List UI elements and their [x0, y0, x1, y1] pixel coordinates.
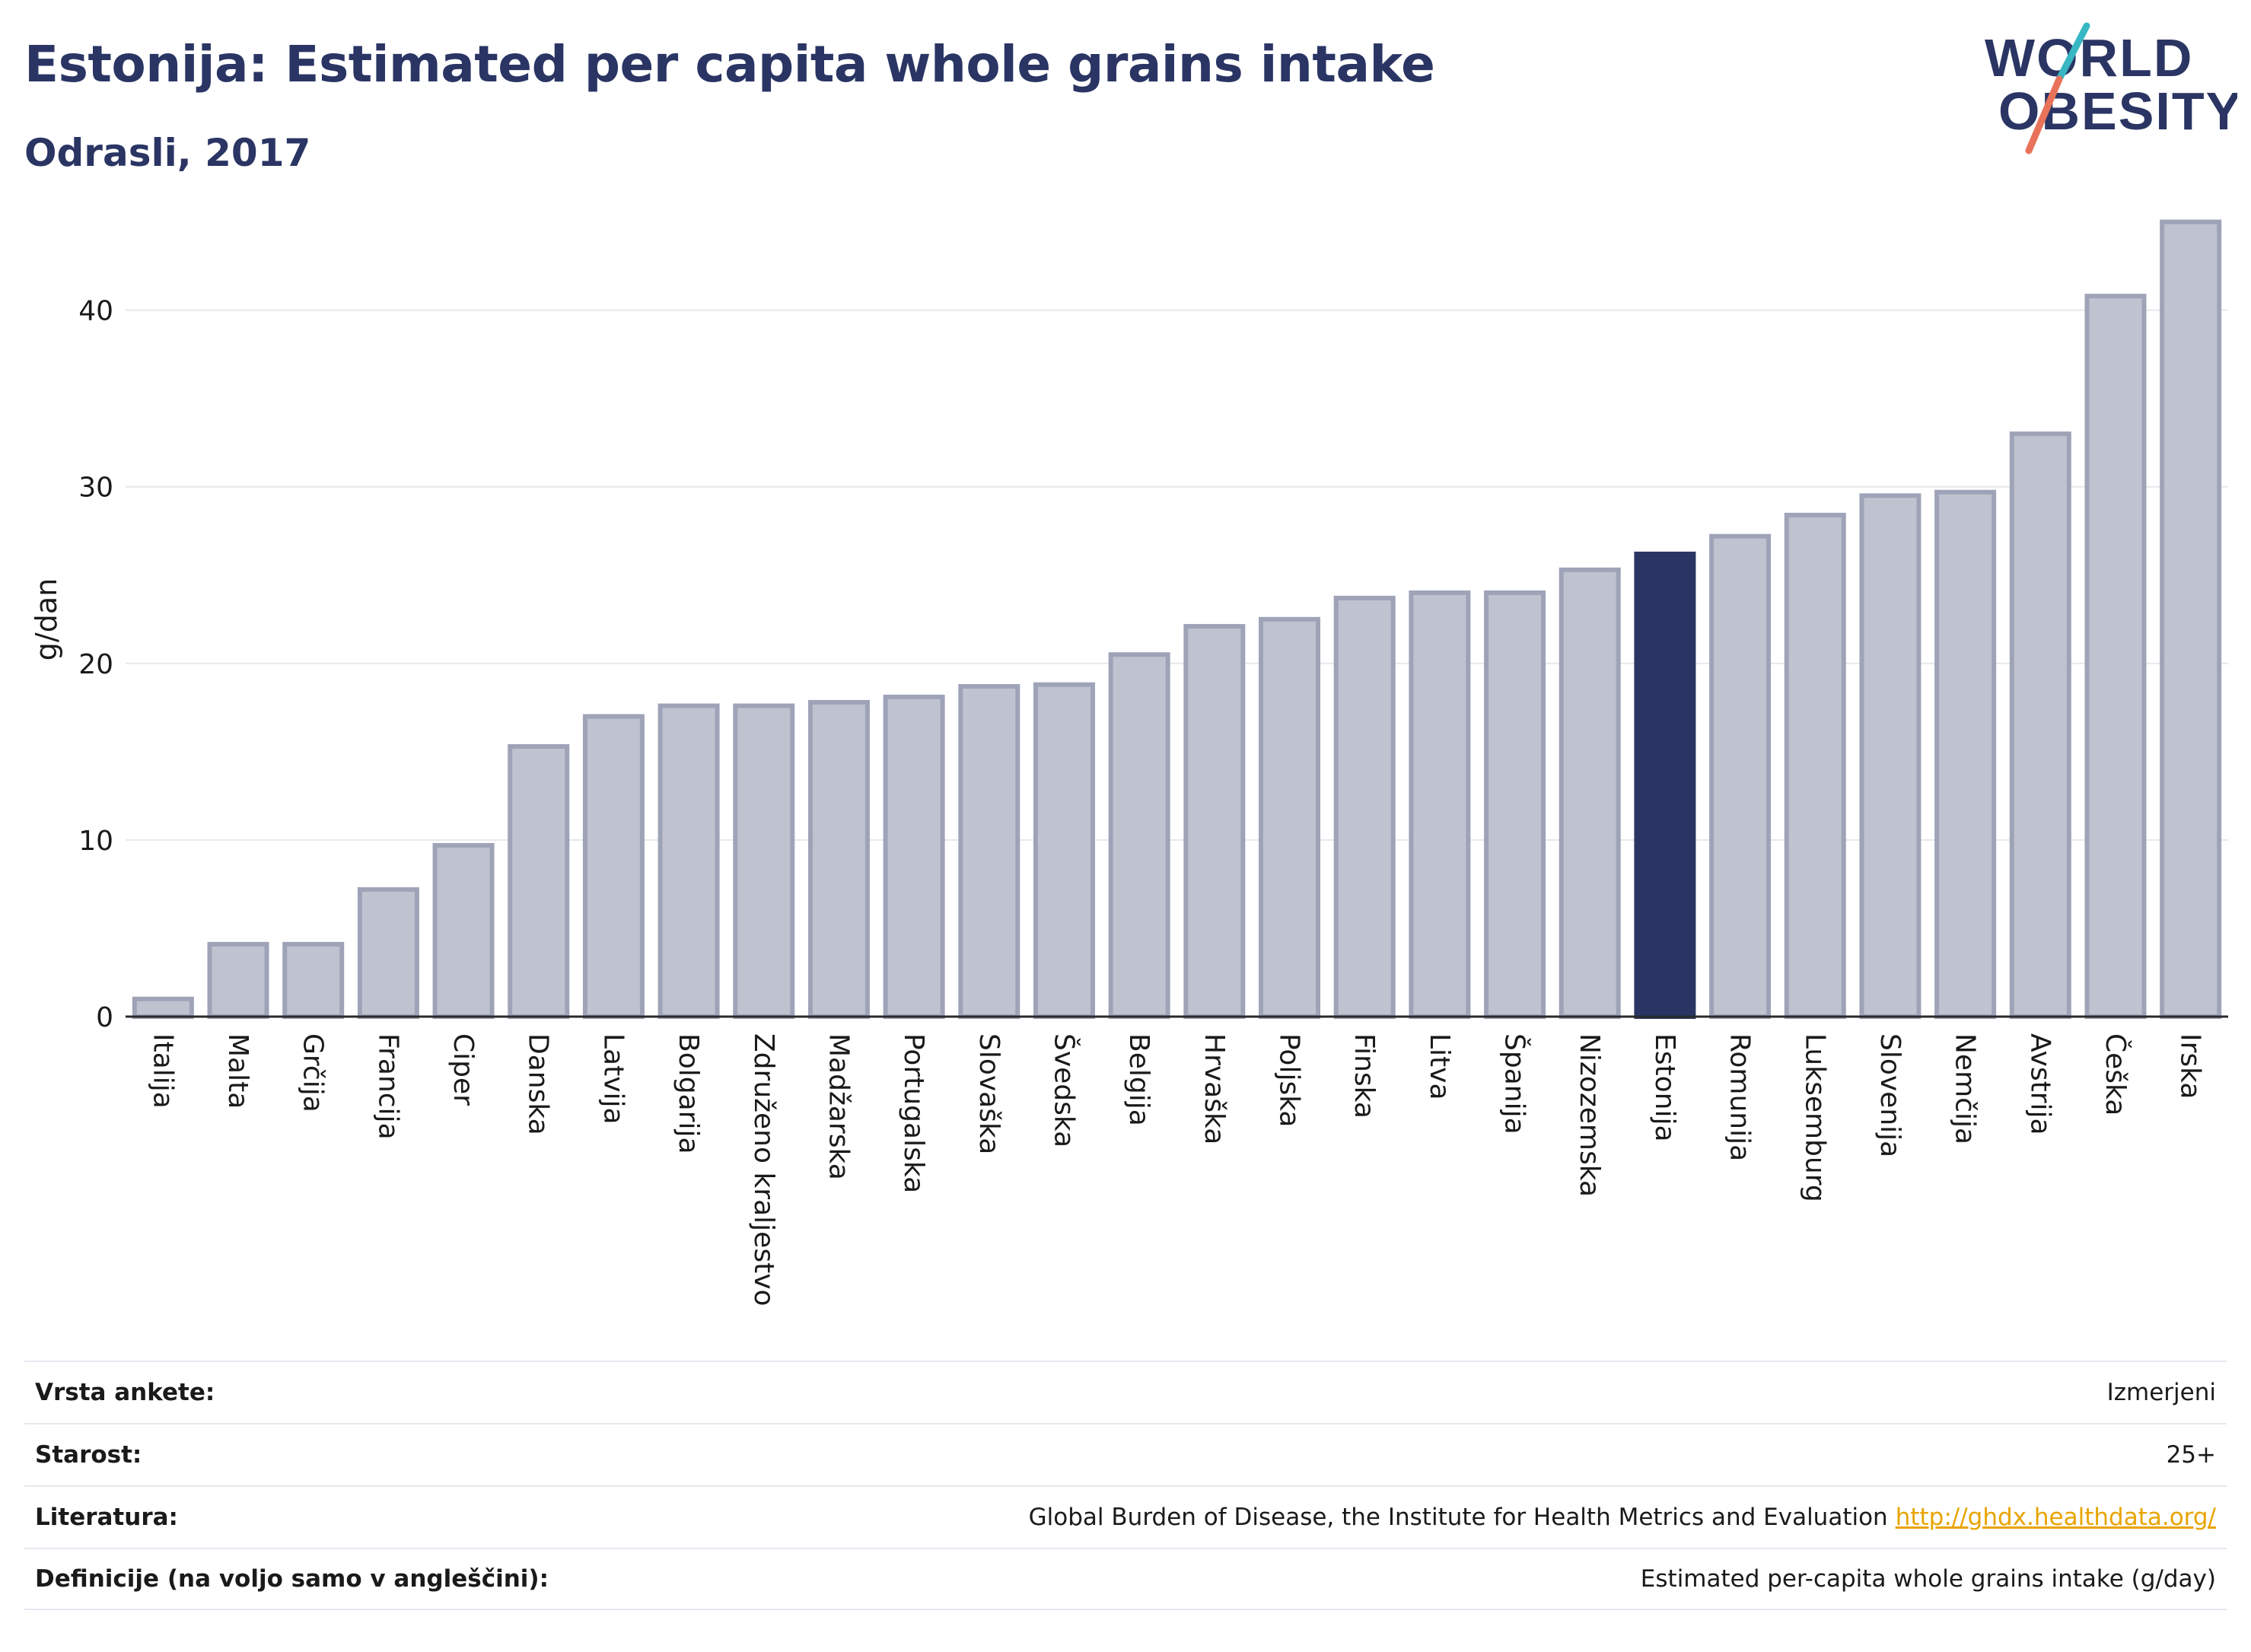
bar — [1259, 616, 1321, 1019]
x-tick-label: Španija — [1499, 1033, 1531, 1135]
meta-label: Starost: — [35, 1441, 142, 1469]
y-axis-label: g/dan — [30, 578, 63, 660]
bar — [508, 743, 570, 1020]
chart-title: Estonija: Estimated per capita whole gra… — [24, 35, 1435, 94]
x-tick-label: Avstrija — [2024, 1033, 2055, 1135]
bar — [2009, 431, 2071, 1019]
metadata-table: Vrsta ankete: Izmerjeni Starost: 25+ Lit… — [24, 1361, 2227, 1610]
x-tick-label: Portugalska — [898, 1033, 929, 1193]
x-tick-label: Slovenija — [1874, 1033, 1906, 1157]
x-tick-label: Švedska — [1048, 1033, 1080, 1147]
bar — [733, 703, 795, 1019]
world-obesity-logo[interactable]: WORLD OBESITY — [1979, 21, 2237, 158]
chart-subtitle: Odrasli, 2017 — [24, 131, 311, 175]
bar-chart: 0 10 20 30 40 g/dan Italija Malta Grčija Francija… — [30, 219, 2228, 1307]
x-tick-label: Belgija — [1123, 1033, 1154, 1126]
bar — [1934, 489, 1997, 1019]
x-tick-label: Bolgarija — [673, 1033, 704, 1154]
meta-row-age: Starost: 25+ — [24, 1423, 2227, 1485]
y-tick-label: 40 — [78, 296, 113, 327]
bar — [657, 703, 720, 1019]
bar — [207, 941, 269, 1020]
bar — [1183, 624, 1246, 1019]
source-link[interactable]: http://ghdx.healthdata.org/ — [1895, 1504, 2216, 1531]
x-tick-label: Združeno kraljestvo — [748, 1033, 779, 1307]
meta-row-definitions: Definicije (na voljo samo v angleščini):… — [24, 1548, 2227, 1610]
meta-label: Definicije (na voljo samo v angleščini): — [35, 1565, 549, 1593]
x-tick-label: Ciper — [447, 1033, 479, 1106]
y-tick-label: 30 — [78, 473, 113, 504]
x-tick-label: Madžarska — [823, 1033, 854, 1180]
meta-row-survey-type: Vrsta ankete: Izmerjeni — [24, 1361, 2227, 1423]
bar — [958, 683, 1020, 1019]
x-tick-label: Luksemburg — [1799, 1033, 1830, 1202]
meta-value: 25+ — [2166, 1441, 2216, 1469]
x-tick-label: Češka — [2100, 1033, 2132, 1116]
bar — [1559, 567, 1621, 1019]
x-tick-label: Slovaška — [973, 1033, 1005, 1154]
x-tick-label: Nemčija — [1950, 1033, 1981, 1144]
logo-graphic: WORLD OBESITY — [1985, 22, 2237, 154]
x-tick-label: Italija — [147, 1033, 178, 1109]
x-tick-label: Estonija — [1649, 1033, 1680, 1142]
bar — [282, 941, 345, 1020]
bar — [883, 694, 945, 1020]
bar — [1484, 590, 1546, 1019]
x-tick-label: Irska — [2175, 1033, 2206, 1099]
x-tick-label: Danska — [523, 1033, 554, 1135]
meta-value: Izmerjeni — [2106, 1379, 2216, 1406]
bar — [807, 699, 870, 1020]
y-tick-label: 10 — [78, 826, 113, 857]
logo-line1: WORLD — [1985, 28, 2193, 88]
meta-value: Estimated per-capita whole grains intake… — [1640, 1565, 2216, 1593]
chart-svg: 0 10 20 30 40 g/dan Italija Malta Grčija Francija… — [30, 219, 2228, 1307]
y-tick-label: 0 — [96, 1002, 113, 1033]
bar — [432, 842, 495, 1020]
bar — [1033, 682, 1095, 1020]
bar-highlight — [1634, 551, 1696, 1019]
bar — [2160, 219, 2222, 1020]
meta-value: Global Burden of Disease, the Institute … — [1028, 1504, 1888, 1531]
bar — [1859, 493, 1921, 1019]
meta-row-literature: Literatura: Global Burden of Disease, th… — [24, 1485, 2227, 1548]
meta-label: Vrsta ankete: — [35, 1379, 215, 1406]
bar — [132, 996, 194, 1020]
x-tick-label: Grčija — [298, 1033, 329, 1112]
bar — [1409, 590, 1471, 1019]
bar — [1709, 533, 1772, 1019]
meta-label: Literatura: — [35, 1504, 178, 1531]
x-tick-label: Poljska — [1274, 1033, 1305, 1128]
x-tick-label: Hrvaška — [1199, 1033, 1230, 1144]
logo-slash-coral — [2025, 75, 2063, 154]
x-tick-label: Nizozemska — [1574, 1033, 1605, 1197]
x-tick-label: Francija — [372, 1033, 403, 1140]
x-tick-label: Finska — [1348, 1033, 1380, 1119]
bar — [582, 714, 645, 1019]
x-tick-label: Malta — [222, 1033, 253, 1109]
x-tick-label: Litva — [1424, 1033, 1455, 1100]
logo-slash-teal — [2055, 22, 2090, 83]
meta-value-wrap: Global Burden of Disease, the Institute … — [1029, 1504, 2216, 1531]
bar — [1784, 512, 1846, 1019]
bar — [357, 886, 419, 1020]
x-tick-label: Romunija — [1724, 1033, 1756, 1161]
bar — [2084, 294, 2147, 1020]
bar — [1108, 652, 1170, 1019]
bar — [1333, 595, 1396, 1019]
x-tick-label: Latvija — [597, 1033, 629, 1125]
y-tick-label: 20 — [78, 649, 113, 680]
